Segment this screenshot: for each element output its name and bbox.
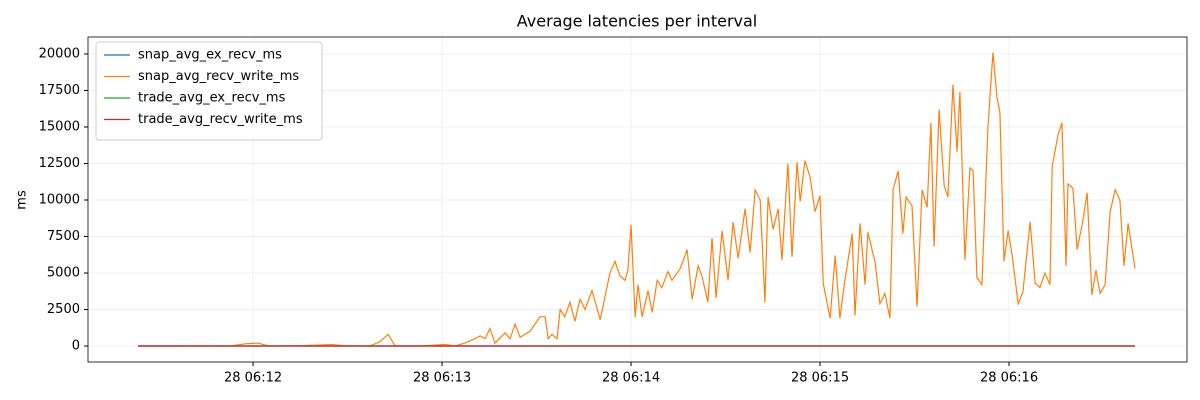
legend-box [95, 41, 323, 141]
y-tick-label: 10000 [39, 192, 80, 207]
y-tick-label: 17500 [39, 83, 80, 98]
y-axis-label: ms [15, 190, 30, 210]
legend: snap_avg_ex_recv_ms snap_avg_recv_write_m… [95, 41, 323, 141]
x-tick-label: 28 06:15 [791, 371, 849, 386]
y-tick-label: 15000 [39, 119, 80, 134]
legend-label: trade_avg_recv_write_ms [138, 112, 303, 127]
plot-frame [87, 36, 1188, 363]
x-tick-label: 28 06:13 [413, 371, 471, 386]
y-tick-label: 0 [72, 338, 80, 353]
y-tick-label: 20000 [39, 46, 80, 61]
x-tick-label: 28 06:16 [980, 371, 1038, 386]
y-tick-label: 12500 [39, 156, 80, 171]
legend-label: trade_avg_ex_recv_ms [138, 91, 286, 106]
legend-label: snap_avg_recv_write_ms [138, 69, 299, 84]
x-tick-label: 28 06:12 [224, 371, 282, 386]
x-tick-label: 28 06:14 [602, 371, 660, 386]
y-tick-label: 7500 [47, 229, 80, 244]
legend-label: snap_avg_ex_recv_ms [138, 48, 282, 63]
chart-title: Average latencies per interval [517, 12, 757, 31]
y-tick-label: 5000 [47, 265, 80, 280]
y-tick-label: 2500 [47, 302, 80, 317]
series-line [138, 52, 1136, 347]
